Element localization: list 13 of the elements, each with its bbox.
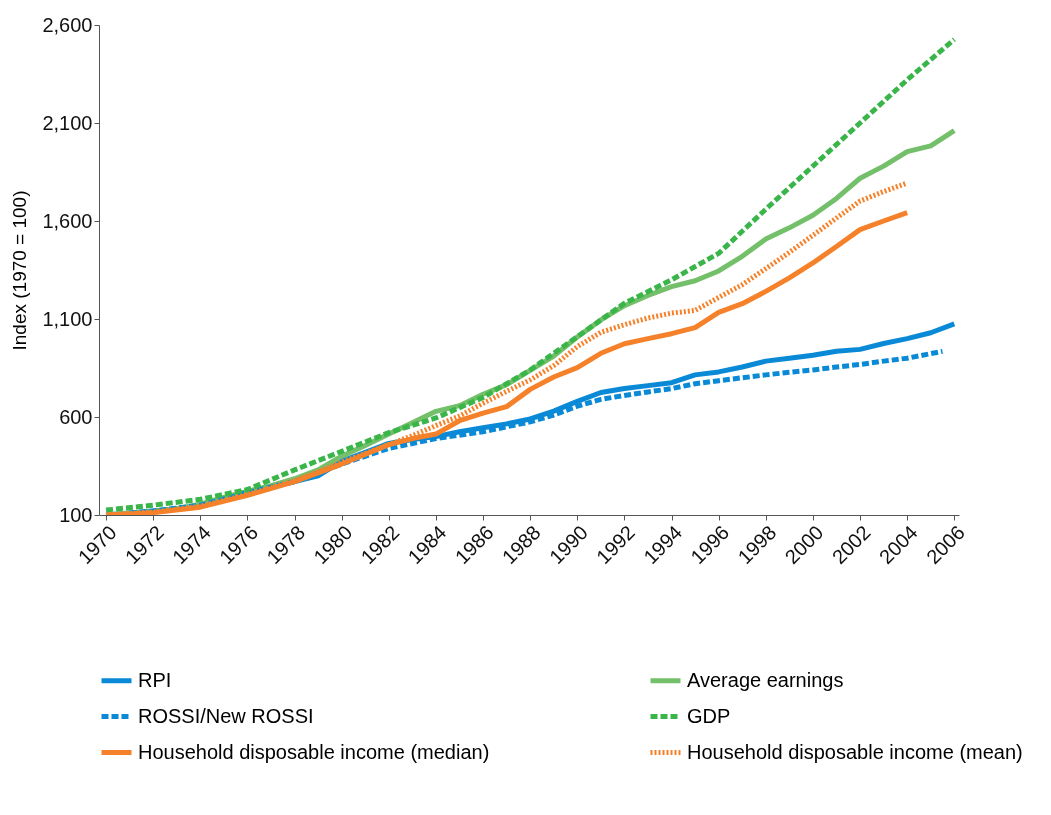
- legend-label: ROSSI/New ROSSI: [138, 704, 314, 727]
- legend-label: Household disposable income (median): [138, 740, 490, 763]
- y-tick-label: 1,100: [42, 307, 93, 330]
- y-axis-title: Index (1970 = 100): [9, 190, 31, 351]
- y-tick-label: 2,600: [42, 13, 93, 36]
- legend-label: RPI: [138, 668, 172, 691]
- y-tick-label: 600: [59, 405, 93, 428]
- legend-label: GDP: [687, 704, 731, 727]
- legend-label: Average earnings: [687, 668, 844, 691]
- legend-label: Household disposable income (mean): [687, 740, 1023, 763]
- y-tick-label: 100: [59, 503, 93, 526]
- y-tick-label: 2,100: [42, 111, 93, 134]
- y-tick-label: 1,600: [42, 209, 93, 232]
